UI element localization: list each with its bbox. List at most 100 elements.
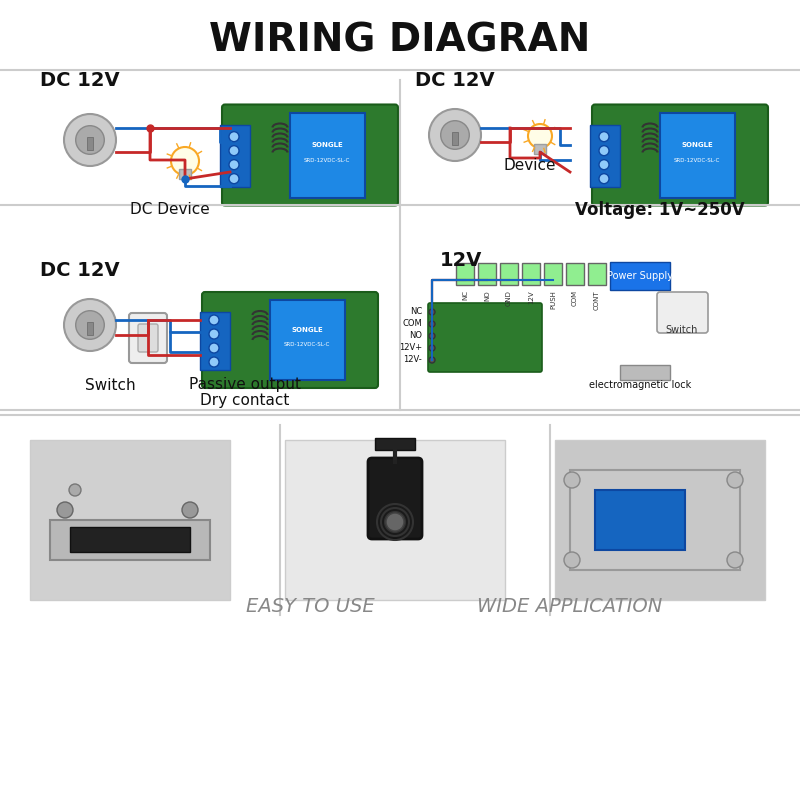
Text: NO: NO xyxy=(484,290,490,301)
Bar xyxy=(200,311,230,370)
Bar xyxy=(50,520,210,560)
Text: SRD-12VDC-SL-C: SRD-12VDC-SL-C xyxy=(304,158,350,162)
Bar xyxy=(285,440,505,600)
Bar xyxy=(620,365,670,380)
Text: Dry contact: Dry contact xyxy=(200,393,290,407)
Bar xyxy=(478,263,496,285)
Circle shape xyxy=(599,160,609,170)
FancyBboxPatch shape xyxy=(657,292,708,333)
Circle shape xyxy=(386,513,404,531)
Circle shape xyxy=(182,502,198,518)
Text: SRD-12VDC-SL-C: SRD-12VDC-SL-C xyxy=(674,158,720,162)
Bar xyxy=(375,438,415,450)
Circle shape xyxy=(727,552,743,568)
Circle shape xyxy=(76,310,104,339)
Circle shape xyxy=(429,345,435,351)
FancyBboxPatch shape xyxy=(138,324,158,352)
FancyBboxPatch shape xyxy=(368,458,422,539)
Circle shape xyxy=(229,146,239,156)
Bar xyxy=(588,263,606,285)
Circle shape xyxy=(429,357,435,363)
Text: SONGLE: SONGLE xyxy=(681,142,713,148)
Circle shape xyxy=(209,357,219,367)
Bar xyxy=(570,470,740,570)
Bar xyxy=(30,440,230,600)
Text: CONT: CONT xyxy=(594,290,600,310)
Text: SRD-12VDC-SL-C: SRD-12VDC-SL-C xyxy=(284,342,330,347)
Text: DC 12V: DC 12V xyxy=(415,70,495,90)
Text: 12V: 12V xyxy=(440,250,482,270)
Bar xyxy=(566,263,584,285)
Text: Voltage: 1V~250V: Voltage: 1V~250V xyxy=(575,201,745,219)
Circle shape xyxy=(429,321,435,327)
Bar xyxy=(595,490,685,550)
Text: SONGLE: SONGLE xyxy=(291,327,323,333)
FancyBboxPatch shape xyxy=(202,292,378,388)
FancyBboxPatch shape xyxy=(592,105,768,206)
Bar xyxy=(500,263,518,285)
Bar xyxy=(270,300,345,380)
Bar xyxy=(590,125,620,186)
Bar xyxy=(70,527,190,552)
Text: COM: COM xyxy=(572,290,578,306)
Bar xyxy=(555,440,765,600)
Bar xyxy=(179,169,191,179)
Bar xyxy=(452,132,458,146)
Circle shape xyxy=(57,502,73,518)
Circle shape xyxy=(76,126,104,154)
Bar xyxy=(522,263,540,285)
Text: GND: GND xyxy=(506,290,512,306)
Circle shape xyxy=(69,484,81,496)
Bar xyxy=(544,263,562,285)
Text: PUSH: PUSH xyxy=(550,290,556,309)
Circle shape xyxy=(209,315,219,325)
Circle shape xyxy=(441,121,470,150)
Text: SONGLE: SONGLE xyxy=(311,142,343,148)
FancyBboxPatch shape xyxy=(129,313,167,363)
Text: Passive output: Passive output xyxy=(189,378,301,393)
Text: EASY TO USE: EASY TO USE xyxy=(246,598,374,617)
Text: DC 12V: DC 12V xyxy=(40,261,120,279)
Circle shape xyxy=(429,333,435,339)
Bar xyxy=(534,144,546,154)
Circle shape xyxy=(209,329,219,339)
Text: Power Supply: Power Supply xyxy=(607,271,673,281)
Text: DC 12V: DC 12V xyxy=(40,70,120,90)
Text: NC: NC xyxy=(462,290,468,300)
Circle shape xyxy=(599,132,609,142)
Circle shape xyxy=(528,124,552,148)
Text: NO: NO xyxy=(409,331,422,341)
Circle shape xyxy=(64,299,116,351)
Text: NC: NC xyxy=(410,307,422,317)
Text: Switch: Switch xyxy=(666,325,698,335)
Text: DC Device: DC Device xyxy=(130,202,210,218)
Circle shape xyxy=(599,174,609,184)
Text: WIRING DIAGRAN: WIRING DIAGRAN xyxy=(210,21,590,59)
Circle shape xyxy=(564,472,580,488)
Text: electromagnetic lock: electromagnetic lock xyxy=(589,380,691,390)
Circle shape xyxy=(599,146,609,156)
Circle shape xyxy=(229,174,239,184)
Bar xyxy=(660,113,735,198)
Text: Switch: Switch xyxy=(85,378,135,393)
Text: COM: COM xyxy=(402,319,422,329)
FancyBboxPatch shape xyxy=(222,105,398,206)
Circle shape xyxy=(209,343,219,353)
Bar xyxy=(87,322,93,335)
Circle shape xyxy=(564,552,580,568)
Text: 12V: 12V xyxy=(528,290,534,304)
Text: 12V-: 12V- xyxy=(403,355,422,365)
Circle shape xyxy=(727,472,743,488)
Circle shape xyxy=(64,114,116,166)
Bar xyxy=(456,263,474,285)
Circle shape xyxy=(229,132,239,142)
Circle shape xyxy=(171,147,199,175)
Bar xyxy=(87,138,93,150)
Text: 12V+: 12V+ xyxy=(399,343,422,353)
Circle shape xyxy=(429,309,435,315)
Text: WIDE APPLICATION: WIDE APPLICATION xyxy=(478,598,662,617)
Circle shape xyxy=(429,109,481,161)
Bar xyxy=(610,262,670,290)
Bar xyxy=(220,125,250,186)
Text: Device: Device xyxy=(504,158,556,173)
